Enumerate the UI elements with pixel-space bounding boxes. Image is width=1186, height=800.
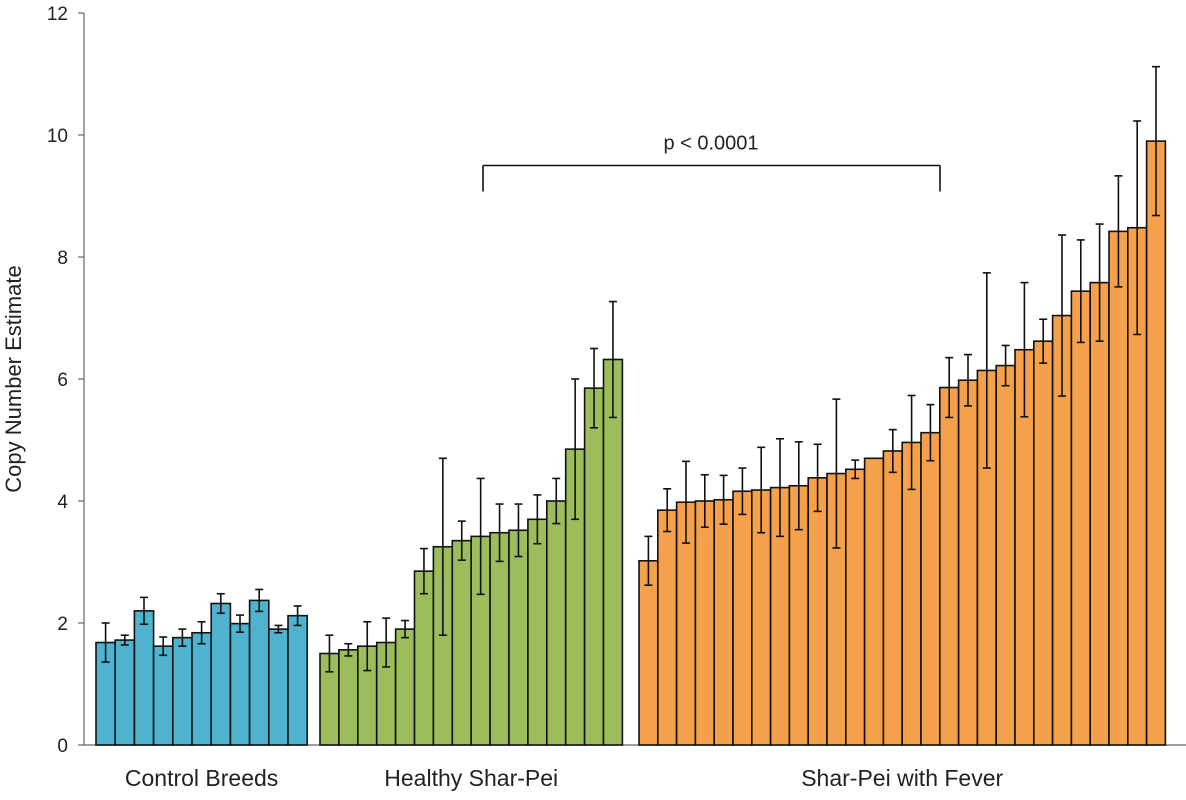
bar bbox=[938, 386, 960, 746]
bar bbox=[1145, 140, 1167, 746]
bar bbox=[338, 649, 359, 746]
bar bbox=[267, 628, 289, 746]
y-tick-label: 8 bbox=[57, 248, 68, 269]
bar bbox=[656, 509, 678, 746]
bar bbox=[732, 490, 753, 746]
bar bbox=[583, 387, 605, 746]
bar bbox=[229, 622, 251, 746]
bar bbox=[451, 539, 472, 746]
y-tick-label: 4 bbox=[57, 492, 68, 513]
bar bbox=[957, 379, 979, 746]
bar bbox=[713, 498, 734, 746]
y-tick-label: 10 bbox=[47, 126, 68, 147]
bar bbox=[133, 609, 155, 746]
y-tick-label: 2 bbox=[57, 614, 68, 635]
bar bbox=[694, 500, 716, 746]
y-tick-label: 12 bbox=[47, 4, 68, 25]
bar bbox=[152, 645, 174, 746]
bar bbox=[638, 559, 659, 746]
y-tick-label: 6 bbox=[57, 370, 68, 391]
bar bbox=[1089, 281, 1110, 746]
bar bbox=[191, 631, 213, 746]
bar bbox=[844, 468, 866, 746]
bar bbox=[527, 518, 548, 746]
bar bbox=[210, 602, 232, 746]
bar bbox=[863, 457, 885, 746]
bar bbox=[1108, 230, 1129, 746]
bar bbox=[114, 639, 136, 746]
y-tick-label: 0 bbox=[57, 736, 68, 757]
bar bbox=[508, 529, 529, 746]
bar bbox=[287, 614, 309, 746]
group-label: Control Breeds bbox=[125, 765, 278, 791]
bar bbox=[489, 531, 510, 746]
bar bbox=[248, 599, 270, 746]
bar bbox=[995, 364, 1016, 746]
bar bbox=[920, 431, 941, 746]
bar bbox=[394, 628, 416, 746]
bar bbox=[1033, 340, 1054, 746]
group-label: Shar-Pei with Fever bbox=[801, 765, 1003, 791]
bar bbox=[807, 477, 828, 746]
bar bbox=[882, 450, 904, 746]
y-axis-title: Copy Number Estimate bbox=[1, 265, 26, 492]
bar bbox=[545, 500, 567, 746]
significance-label: p < 0.0001 bbox=[663, 133, 758, 155]
bar bbox=[413, 570, 435, 746]
bar bbox=[1070, 290, 1092, 746]
bar bbox=[172, 636, 193, 746]
group-label: Healthy Shar-Pei bbox=[384, 765, 558, 791]
